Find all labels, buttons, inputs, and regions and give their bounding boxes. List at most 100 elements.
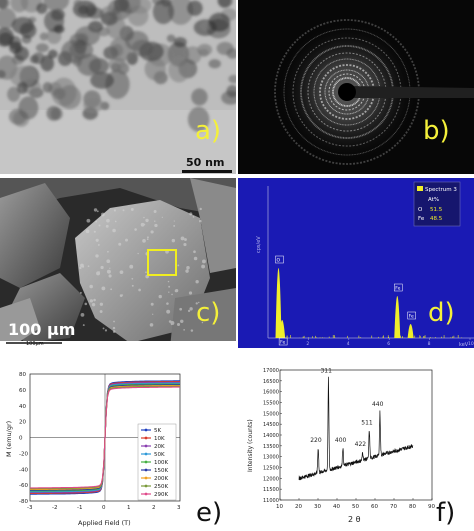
panel-f-label: f) [436, 498, 456, 528]
panel-c-scalebar-small-label: 100µm [26, 341, 44, 347]
edx-peak [279, 320, 286, 338]
mh-legend-label: 10K [154, 436, 165, 442]
xrd-ytick-label: 11000 [263, 498, 279, 504]
mh-ytick-label: 0 [19, 436, 23, 442]
mh-xtick-label: 0 [102, 505, 106, 511]
edx-peak [275, 268, 282, 338]
xrd-ytick-label: 15000 [263, 411, 279, 417]
panel-c-label: c) [196, 298, 221, 328]
edx-peak [407, 324, 414, 338]
xrd-xtick-label: 30 [314, 504, 321, 510]
panel-b-diffraction-pattern: b) [238, 0, 474, 174]
panel-d-label: d) [428, 298, 455, 328]
xrd-ytick-label: 17000 [263, 368, 279, 374]
mh-ytick-label: -80 [19, 499, 28, 505]
xrd-xtick-label: 70 [390, 504, 397, 510]
edx-xlabel: keV [459, 342, 469, 348]
xrd-xtick-label: 60 [371, 504, 378, 510]
mh-ytick-label: -40 [19, 467, 28, 473]
panel-e-label: e) [196, 498, 223, 528]
mh-ytick-label: 20 [19, 420, 26, 426]
xrd-peak-label: 400 [335, 437, 347, 444]
panel-c-sem-image: 100 µm 100µm c) [0, 178, 236, 348]
xrd-xtick-label: 80 [409, 504, 416, 510]
mh-legend-label: 100K [154, 460, 168, 466]
edx-chart: cps/eV keV 2 4 6 8 10 O Fe Fe Fe Spectrum 3 At%… [238, 178, 474, 348]
xrd-ylabel: Intensity (counts) [247, 419, 254, 472]
mh-legend-label: 250K [154, 484, 168, 490]
edx-xtick-label: 10 [468, 341, 474, 347]
edx-peak-label: Fe [280, 340, 285, 346]
edx-peak-label: O [277, 258, 281, 264]
mh-legend-label: 5K [154, 428, 161, 434]
xrd-chart: 10 20 30 40 50 60 70 80 90 11000 11500 12000 12500 13… [247, 367, 435, 524]
panel-e-magnetization-chart: -3 -2 -1 0 1 2 3 80 60 40 20 0 -20 -40 -60 -80 5K 10K 20K… [0, 362, 236, 531]
panel-f-xrd-chart: 10 20 30 40 50 60 70 80 90 11000 11500 12000 12500 13… [240, 362, 474, 531]
edx-legend-entry: Spectrum 3 [425, 187, 457, 193]
mh-ytick-label: 40 [19, 404, 26, 410]
mh-ylabel: M (emu/gr) [5, 421, 13, 457]
xrd-xtick-label: 50 [352, 504, 359, 510]
mh-xtick-label: 3 [177, 505, 181, 511]
edx-legend: Spectrum 3 At% O 51.5 Fe 48.5 [413, 181, 461, 227]
mh-xtick-label: -2 [52, 505, 57, 511]
edx-legend-val-fe: 48.5 [430, 216, 443, 222]
xrd-peak-label: 220 [310, 437, 322, 444]
edx-legend-val-o: 51.5 [430, 207, 443, 213]
mh-ytick-label: -60 [19, 483, 28, 489]
edx-ylabel: cps/eV [256, 236, 262, 253]
xrd-peak-label: 311 [320, 367, 332, 374]
xrd-xtick-label: 10 [276, 504, 283, 510]
tem-micrograph [0, 0, 236, 174]
panel-c-scalebar-label: 100 µm [8, 320, 76, 339]
xrd-ytick-label: 11500 [263, 487, 279, 493]
xrd-ytick-label: 16000 [263, 390, 279, 396]
xrd-xtick-label: 40 [333, 504, 340, 510]
xrd-ytick-label: 12000 [263, 476, 279, 482]
mh-legend-label: 200K [154, 476, 168, 482]
panel-b-label: b) [423, 116, 450, 146]
edx-peak-box [278, 337, 288, 346]
xrd-xtick-label: 20 [295, 504, 302, 510]
xrd-ytick-label: 15500 [263, 401, 279, 407]
saed-rings [238, 0, 474, 174]
mh-legend-label: 150K [154, 468, 168, 474]
mh-xtick-label: -1 [77, 505, 82, 511]
xrd-ytick-label: 14000 [263, 433, 279, 439]
mh-legend-label: 290K [154, 492, 168, 498]
mh-ytick-label: -20 [19, 451, 28, 457]
mh-xtick-label: -3 [27, 505, 33, 511]
mh-series-line [30, 386, 180, 489]
xrd-peak-label: 440 [372, 401, 384, 408]
edx-legend-el-o: O [418, 207, 423, 213]
edx-legend-header: At% [428, 197, 439, 203]
edx-peak-label: Fe [409, 314, 414, 320]
xrd-peak-label: 511 [361, 419, 373, 426]
edx-xtick-label: 2 [306, 341, 309, 347]
edx-peak-box [394, 283, 403, 292]
panel-d-edx-spectrum: cps/eV keV 2 4 6 8 10 O Fe Fe Fe Spectrum 3 At%… [238, 178, 474, 348]
edx-xtick-label: 8 [428, 341, 431, 347]
xrd-ytick-label: 14500 [263, 422, 279, 428]
sem-micrograph [0, 178, 236, 348]
mh-xtick-label: 1 [127, 505, 131, 511]
xrd-peak-label: 422 [355, 441, 367, 448]
edx-xtick-label: 6 [387, 341, 390, 347]
mh-xlabel: Applied Field (T) [78, 519, 131, 527]
xrd-xlabel: 2 θ [348, 515, 361, 524]
edx-xtick-label: 4 [347, 341, 350, 347]
mh-chart: -3 -2 -1 0 1 2 3 80 60 40 20 0 -20 -40 -60 -80 5K 10K 20K… [5, 372, 181, 527]
mh-ytick-label: 60 [19, 388, 26, 394]
xrd-ytick-label: 13500 [263, 444, 279, 450]
mh-ytick-label: 80 [19, 372, 26, 378]
xrd-xtick-label: 90 [428, 504, 435, 510]
xrd-ytick-label: 13000 [263, 455, 279, 461]
mh-xtick-label: 2 [152, 505, 156, 511]
mh-legend-label: 50K [154, 452, 165, 458]
edx-peak [394, 296, 401, 338]
edx-peak-box [275, 255, 284, 264]
xrd-series-line [298, 376, 414, 481]
edx-peak-box [407, 311, 416, 320]
panel-a-tem-image: 50 nm a) [0, 0, 236, 174]
panel-a-scalebar-label: 50 nm [186, 156, 225, 169]
